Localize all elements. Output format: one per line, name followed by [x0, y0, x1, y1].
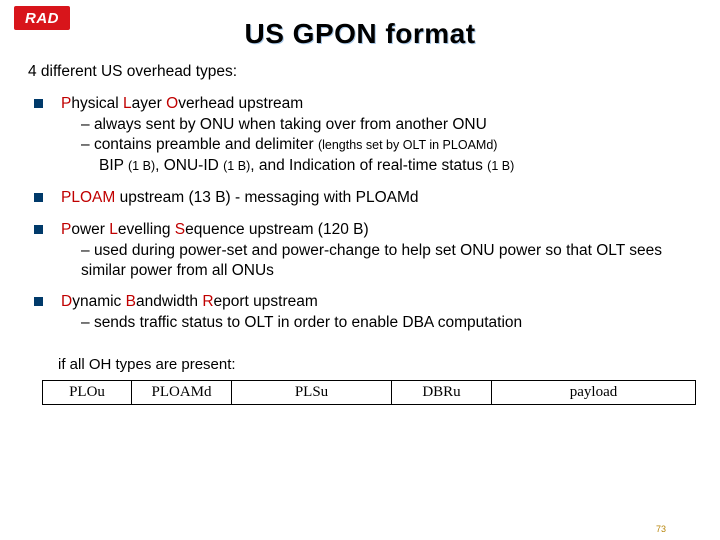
hl: L — [123, 95, 132, 112]
hl: PLOAM — [61, 189, 115, 206]
frame-caption: if all OH types are present: — [28, 355, 692, 374]
hl: D — [61, 293, 72, 310]
t: ayer — [132, 95, 166, 112]
paren: (1 B) — [223, 159, 250, 173]
bullet-body: Dynamic Bandwidth Report upstream sends … — [61, 292, 692, 333]
bullet-ploam: PLOAM upstream (13 B) - messaging with P… — [28, 188, 692, 208]
t: contains preamble and delimiter — [94, 136, 318, 153]
bullet-icon — [34, 225, 43, 234]
paren: (1 B) — [128, 159, 155, 173]
t: verhead — [178, 95, 238, 112]
paren: (1 B) — [487, 159, 514, 173]
bullet-head: Physical Layer Overhead upstream — [61, 94, 692, 114]
slide-title: US GPON format — [0, 0, 720, 58]
cell-ploamd: PLOAMd — [132, 380, 232, 405]
t: evelling — [118, 221, 175, 238]
cell-payload: payload — [492, 380, 696, 405]
t: , and Indication of real-time status — [250, 157, 487, 174]
intro-text: 4 different US overhead types: — [28, 62, 692, 82]
t: andwidth — [136, 293, 202, 310]
t: upstream (13 B) - messaging with PLOAMd — [115, 189, 418, 206]
cell-dbru: DBRu — [392, 380, 492, 405]
frame-diagram: PLOu PLOAMd PLSu DBRu payload — [42, 380, 696, 405]
bullet-icon — [34, 193, 43, 202]
page-number: 73 — [656, 524, 666, 534]
cell-plou: PLOu — [42, 380, 132, 405]
bullet-body: Physical Layer Overhead upstream always … — [61, 94, 692, 176]
hl: P — [61, 95, 71, 112]
sub-item: BIP (1 B), ONU-ID (1 B), and Indication … — [61, 156, 692, 176]
bullet-head: Power Levelling Sequence upstream (120 B… — [61, 220, 692, 240]
hl: B — [126, 293, 136, 310]
hl: O — [166, 95, 178, 112]
sub-item: always sent by ONU when taking over from… — [61, 115, 692, 135]
hl: S — [175, 221, 185, 238]
paren: (lengths set by OLT in PLOAMd) — [318, 138, 497, 152]
t: eport upstream — [214, 293, 318, 310]
bullet-body: PLOAM upstream (13 B) - messaging with P… — [61, 188, 692, 208]
t: hysical — [71, 95, 123, 112]
bullet-head: Dynamic Bandwidth Report upstream — [61, 292, 692, 312]
sub-item: sends traffic status to OLT in order to … — [61, 313, 692, 333]
bullet-pls: Power Levelling Sequence upstream (120 B… — [28, 220, 692, 280]
hl: R — [202, 293, 213, 310]
t: equence upstream (120 B) — [185, 221, 369, 238]
t: ower — [71, 221, 109, 238]
logo: RAD — [14, 6, 70, 30]
hl: L — [109, 221, 118, 238]
cell-plsu: PLSu — [232, 380, 392, 405]
t: ynamic — [72, 293, 125, 310]
t: BIP — [99, 157, 128, 174]
bullet-icon — [34, 99, 43, 108]
sub-item: used during power-set and power-change t… — [61, 241, 692, 281]
bullet-plo: Physical Layer Overhead upstream always … — [28, 94, 692, 176]
t: upstream — [239, 95, 304, 112]
t: , ONU-ID — [155, 157, 223, 174]
bullet-body: Power Levelling Sequence upstream (120 B… — [61, 220, 692, 280]
hl: P — [61, 221, 71, 238]
bullet-icon — [34, 297, 43, 306]
sub-item: contains preamble and delimiter (lengths… — [61, 135, 692, 155]
bullet-dbr: Dynamic Bandwidth Report upstream sends … — [28, 292, 692, 333]
slide-body: 4 different US overhead types: Physical … — [0, 58, 720, 374]
